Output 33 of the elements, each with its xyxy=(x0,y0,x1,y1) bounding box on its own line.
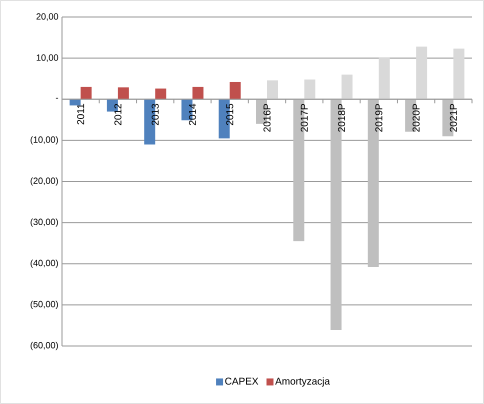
bar xyxy=(80,86,92,100)
x-tick-label: 2017P xyxy=(300,104,308,132)
y-tick-label: (60,00) xyxy=(30,342,58,350)
x-tick-label: 2012 xyxy=(114,104,122,126)
y-tick-label: - xyxy=(56,98,58,99)
x-tick-label: 2019P xyxy=(375,104,382,132)
bar xyxy=(192,86,204,100)
legend-label: CAPEX xyxy=(225,378,258,385)
bar xyxy=(267,80,278,100)
x-tick-label: 2014 xyxy=(188,104,196,126)
bar xyxy=(304,80,316,100)
y-tick-label: 20,00 xyxy=(36,13,58,21)
y-tick-label: (30,00) xyxy=(30,218,58,227)
x-tick-label: 2018P xyxy=(338,104,346,132)
bar xyxy=(453,48,464,100)
x-tick-label: 2011 xyxy=(77,104,84,124)
bar xyxy=(342,74,353,100)
y-tick-label: (50,00) xyxy=(30,300,58,310)
bar xyxy=(378,57,390,100)
bar xyxy=(155,88,166,100)
x-tick-label: 2020P xyxy=(412,104,420,132)
x-tick-label: 2013 xyxy=(152,104,159,126)
x-tick-label: 2016P xyxy=(263,104,271,132)
y-tick-label: 10,00 xyxy=(36,54,58,62)
bar xyxy=(230,82,241,100)
y-tick-label: (10,00) xyxy=(30,136,58,145)
x-tick-label: 2021P xyxy=(450,104,457,132)
y-tick-label: (40,00) xyxy=(30,260,58,268)
legend-label: Amortyzacja xyxy=(275,377,330,387)
y-tick-label: (20,00) xyxy=(30,177,58,186)
x-tick-label: 2015 xyxy=(226,104,234,126)
bar xyxy=(118,87,129,100)
bar xyxy=(416,46,428,100)
